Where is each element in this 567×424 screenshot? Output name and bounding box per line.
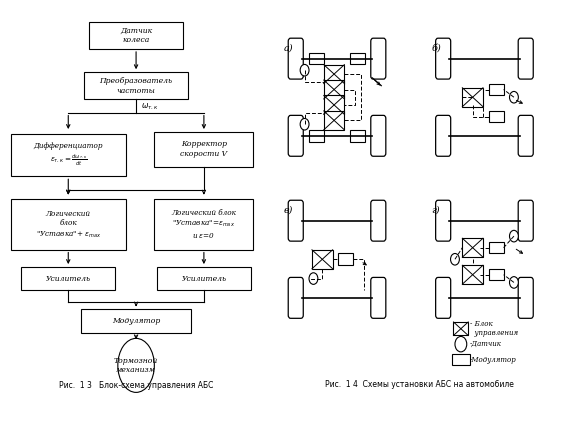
Text: Тормозной
механизм: Тормозной механизм xyxy=(114,357,158,374)
Bar xyxy=(309,130,324,142)
Bar xyxy=(324,95,344,114)
Circle shape xyxy=(510,276,518,288)
FancyBboxPatch shape xyxy=(371,38,386,79)
FancyBboxPatch shape xyxy=(435,38,451,79)
Bar xyxy=(324,80,344,99)
FancyBboxPatch shape xyxy=(371,200,386,241)
Circle shape xyxy=(510,230,518,242)
FancyBboxPatch shape xyxy=(288,200,303,241)
Circle shape xyxy=(300,118,309,130)
Bar xyxy=(22,267,115,290)
Bar xyxy=(309,53,324,64)
Bar xyxy=(338,254,353,265)
Text: - Блок
  управления: - Блок управления xyxy=(469,320,518,338)
FancyBboxPatch shape xyxy=(288,38,303,79)
Bar xyxy=(462,88,483,107)
Circle shape xyxy=(300,64,309,76)
Bar xyxy=(11,134,126,176)
Bar xyxy=(11,199,126,250)
Bar xyxy=(454,322,468,335)
Text: Логический блок
"Уставка"=$\varepsilon_{max}$
и $\varepsilon$=0: Логический блок "Уставка"=$\varepsilon_{… xyxy=(171,209,236,240)
Text: г): г) xyxy=(431,205,440,214)
Bar xyxy=(154,132,253,167)
Bar xyxy=(81,310,191,332)
FancyBboxPatch shape xyxy=(288,277,303,318)
Bar xyxy=(312,250,333,269)
Circle shape xyxy=(451,254,459,265)
FancyBboxPatch shape xyxy=(435,200,451,241)
Text: в): в) xyxy=(284,205,293,214)
Text: Модулятор: Модулятор xyxy=(112,317,160,325)
Bar xyxy=(489,269,503,281)
FancyBboxPatch shape xyxy=(288,115,303,156)
Bar xyxy=(452,354,469,365)
Circle shape xyxy=(118,338,154,392)
Text: -Датчик: -Датчик xyxy=(469,340,502,348)
Text: б): б) xyxy=(431,43,441,52)
FancyBboxPatch shape xyxy=(435,277,451,318)
FancyBboxPatch shape xyxy=(371,115,386,156)
Circle shape xyxy=(455,337,467,352)
FancyBboxPatch shape xyxy=(435,115,451,156)
Bar xyxy=(154,199,253,250)
Text: Рис.  1 4  Схемы установки АБС на автомобиле: Рис. 1 4 Схемы установки АБС на автомоби… xyxy=(325,379,514,388)
FancyBboxPatch shape xyxy=(371,277,386,318)
Bar xyxy=(89,22,183,49)
Text: Дифференциатор
$\varepsilon_{т.к}=\frac{d\omega_{т.к}}{dt}$: Дифференциатор $\varepsilon_{т.к}=\frac{… xyxy=(33,142,103,168)
Bar xyxy=(462,265,483,284)
Bar xyxy=(462,238,483,257)
FancyBboxPatch shape xyxy=(518,115,533,156)
Text: Корректор
скорости V: Корректор скорости V xyxy=(180,140,227,158)
Bar xyxy=(489,242,503,254)
Text: Датчик
колеса: Датчик колеса xyxy=(120,27,152,45)
Bar xyxy=(489,111,503,122)
Text: а): а) xyxy=(284,43,294,52)
Text: Усилитель: Усилитель xyxy=(181,275,226,282)
Circle shape xyxy=(309,273,318,285)
Text: Логический
блок
"Уставка"+ $\varepsilon_{max}$: Логический блок "Уставка"+ $\varepsilon_… xyxy=(36,209,101,240)
Bar xyxy=(324,64,344,84)
Text: $\omega_{т.к}$: $\omega_{т.к}$ xyxy=(141,102,159,112)
Bar xyxy=(324,111,344,130)
Bar xyxy=(350,53,365,64)
Bar xyxy=(350,130,365,142)
FancyBboxPatch shape xyxy=(518,200,533,241)
Bar xyxy=(489,84,503,95)
Circle shape xyxy=(510,92,518,103)
FancyBboxPatch shape xyxy=(518,38,533,79)
Bar xyxy=(157,267,251,290)
Text: Преобразователь
частоты: Преобразователь частоты xyxy=(100,77,172,95)
Bar xyxy=(84,72,188,99)
FancyBboxPatch shape xyxy=(518,277,533,318)
Text: Усилитель: Усилитель xyxy=(46,275,91,282)
Text: -Модулятор: -Модулятор xyxy=(469,356,517,364)
Text: Рис.  1 3   Блок-схема управления АБС: Рис. 1 3 Блок-схема управления АБС xyxy=(59,382,213,391)
